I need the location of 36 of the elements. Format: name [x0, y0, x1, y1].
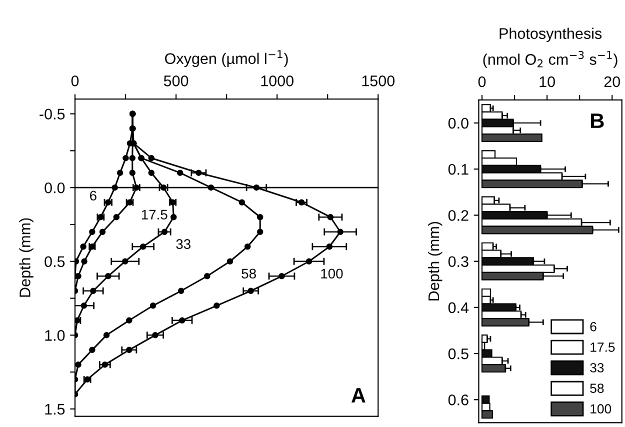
x-tick-label: 20	[604, 76, 620, 88]
y-tick-label: 0.6	[448, 394, 468, 406]
legend-label: 33	[590, 363, 604, 372]
y-tick-label: 1.5	[45, 404, 65, 415]
y-tick-label: 0.5	[44, 256, 65, 268]
y-tick-label: 0.0	[448, 118, 468, 129]
x-tick-label: 0	[71, 76, 79, 86]
annotation: 100	[321, 268, 343, 279]
annotation: 58	[242, 268, 256, 279]
y-axis-title: Depth (mm)	[428, 222, 442, 300]
x-tick-label: 0	[478, 76, 486, 88]
y-tick-label: 0.5	[448, 348, 468, 360]
legend-label: 100	[590, 404, 612, 414]
x-tick-label: 10	[540, 76, 555, 88]
y-tick-label: -0.5	[40, 108, 65, 120]
y-tick-label: 0.2	[448, 210, 468, 221]
annotation: 6	[90, 190, 96, 201]
legend-label: 58	[590, 384, 604, 393]
y-axis-title: Depth (mm)	[19, 218, 34, 297]
annotation: 33	[176, 239, 190, 250]
x-tick-label: 1500	[362, 76, 395, 86]
x-tick-label: 500	[164, 76, 188, 86]
y-tick-label: 0.3	[448, 256, 468, 268]
chart-title: Photosynthesis	[500, 28, 602, 42]
annotation: 17.5	[142, 210, 168, 220]
y-tick-label: 1.0	[45, 330, 65, 341]
y-tick-label: 0.4	[448, 302, 469, 314]
x-axis-title: Oxygen (µmol l$^{−1}$)	[165, 50, 288, 68]
legend-label: 17.5	[590, 342, 615, 352]
y-tick-label: 0.1	[448, 164, 468, 175]
legend-label: 6	[590, 322, 596, 332]
x-axis-title: (nmol O$_{2}$ cm$^{−3}$ s$^{−1}$)	[483, 50, 618, 68]
x-tick-label: 1000	[261, 76, 294, 86]
y-tick-label: 0.0	[44, 182, 65, 194]
annotation: B	[591, 114, 604, 128]
annotation: A	[351, 388, 366, 402]
